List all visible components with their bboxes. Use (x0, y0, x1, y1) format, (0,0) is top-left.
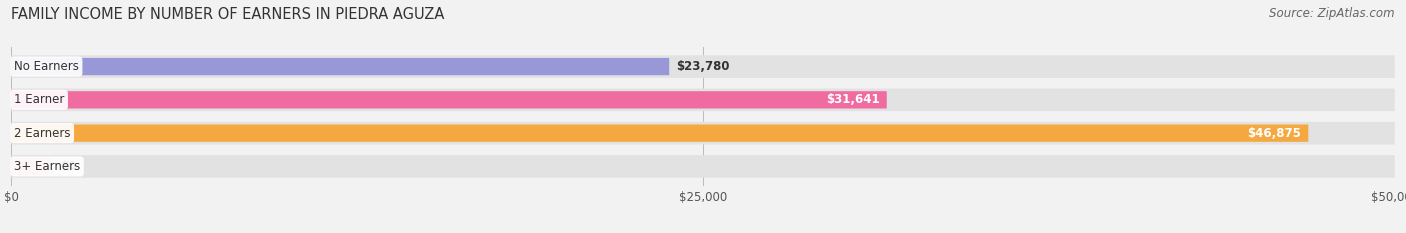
Text: 2 Earners: 2 Earners (14, 127, 70, 140)
FancyBboxPatch shape (11, 91, 887, 109)
FancyBboxPatch shape (11, 124, 1309, 142)
Text: FAMILY INCOME BY NUMBER OF EARNERS IN PIEDRA AGUZA: FAMILY INCOME BY NUMBER OF EARNERS IN PI… (11, 7, 444, 22)
Text: Source: ZipAtlas.com: Source: ZipAtlas.com (1270, 7, 1395, 20)
Text: 3+ Earners: 3+ Earners (14, 160, 80, 173)
FancyBboxPatch shape (11, 155, 1395, 178)
FancyBboxPatch shape (11, 58, 669, 75)
Text: $31,641: $31,641 (827, 93, 880, 106)
FancyBboxPatch shape (11, 122, 1395, 144)
FancyBboxPatch shape (11, 55, 1395, 78)
FancyBboxPatch shape (11, 89, 1395, 111)
Text: $0: $0 (59, 160, 76, 173)
Text: 1 Earner: 1 Earner (14, 93, 65, 106)
FancyBboxPatch shape (11, 158, 51, 175)
Text: $46,875: $46,875 (1247, 127, 1302, 140)
Text: $23,780: $23,780 (676, 60, 730, 73)
Text: No Earners: No Earners (14, 60, 79, 73)
